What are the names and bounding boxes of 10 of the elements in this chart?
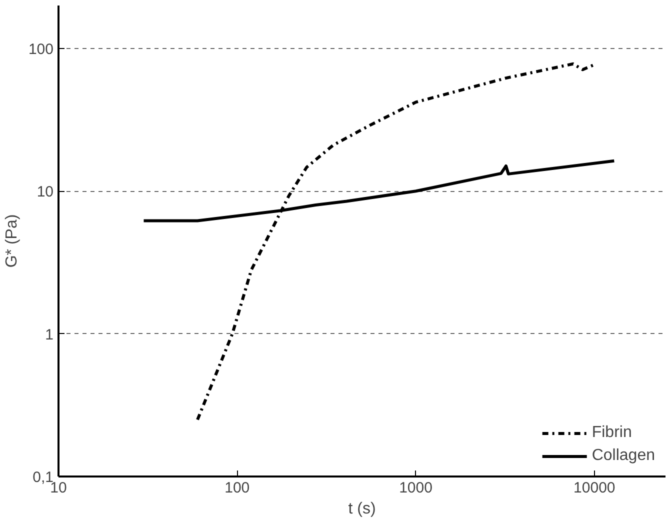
x-tick-label: 100 — [224, 480, 250, 496]
x-tick-label: 10000 — [574, 480, 616, 496]
y-tick-label: 1 — [45, 326, 54, 344]
x-tick-label: 1000 — [399, 480, 432, 496]
legend-label: Fibrin — [592, 424, 632, 442]
y-tick-label: 10 — [36, 184, 54, 201]
legend-label: Collagen — [592, 447, 655, 465]
y-axis-title: G* (Pa) — [3, 214, 20, 268]
y-tick-label: 100 — [28, 40, 54, 58]
x-axis-title: t (s) — [348, 500, 376, 518]
